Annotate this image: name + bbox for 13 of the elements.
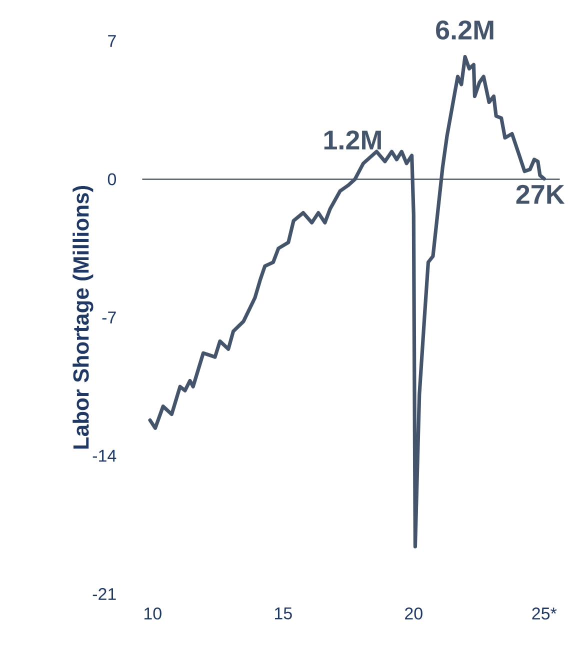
y-tick-label: 0 [108,173,116,186]
y-tick-label: -14 [92,450,116,462]
y-tick-label: 7 [108,35,116,47]
x-tick-label: 15 [274,608,292,620]
y-axis-title: Labor Shortage (Millions) [72,186,94,449]
x-tick-label: 20 [405,608,422,620]
x-tick-label: 25* [532,608,557,620]
annotation: 27K [516,184,565,204]
annotation: 6.2M [436,20,494,40]
y-tick-label: -21 [92,588,116,600]
y-tick-label: -7 [102,312,116,324]
x-tick-label: 10 [144,608,162,620]
annotation: 1.2M [324,130,381,150]
